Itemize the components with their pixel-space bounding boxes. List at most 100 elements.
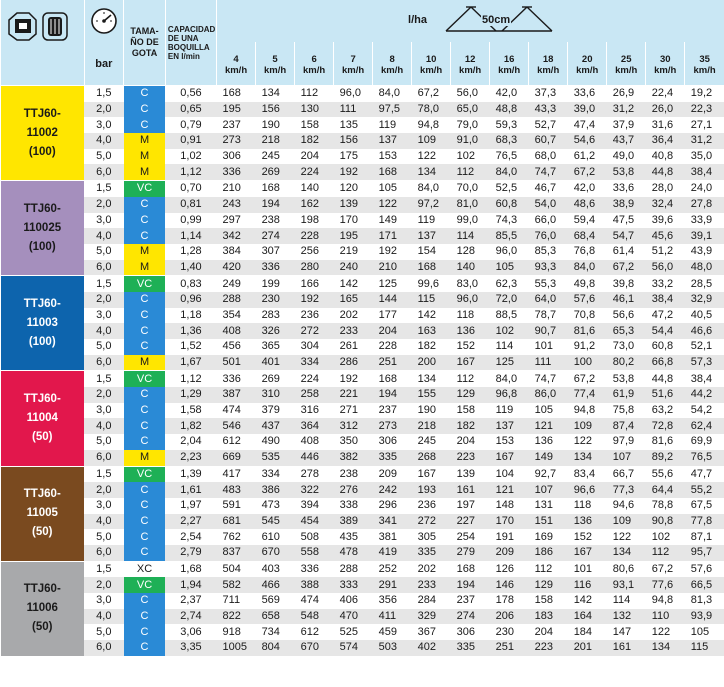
rate-cell: 61,2 xyxy=(573,150,596,163)
nozzle-model-cell: TTJ60- 11005 (50) xyxy=(0,465,84,562)
speed-value: 20 xyxy=(581,54,593,65)
rate-cell: 218 xyxy=(411,418,451,435)
rate-cell: 80,6 xyxy=(606,560,646,578)
rate-cell: 67,2 xyxy=(411,84,451,102)
rate-cell: 171 xyxy=(372,228,412,244)
drop-size-cell: C xyxy=(123,418,166,435)
capacity-cell: 0,79 xyxy=(180,118,202,131)
speed-unit: km/h xyxy=(420,65,443,76)
table-row: 3,0 C 2,37 711 569 474 406 356 284 237 178 158 142 11… xyxy=(1,593,724,609)
speed-header: 25 km/h xyxy=(606,42,646,86)
speed-unit: km/h xyxy=(302,65,326,76)
rate-cell: 158 xyxy=(534,594,554,607)
rate-cell: 329 xyxy=(411,608,451,625)
rate-cell: 85,3 xyxy=(534,245,557,258)
speed-header: 7 km/h xyxy=(333,42,373,86)
rate-cell: 56,0 xyxy=(450,84,490,102)
rate-cell: 77,3 xyxy=(606,482,646,498)
rate-cell: 140 xyxy=(294,180,334,197)
rate-cell: 822 xyxy=(216,608,256,625)
rate-cell: 386 xyxy=(255,482,295,498)
rate-cell: 367 xyxy=(417,625,436,638)
rate-cell: 221 xyxy=(333,387,373,403)
speed-unit: km/h xyxy=(498,65,521,76)
speed-header: 10 km/h xyxy=(411,42,451,86)
rate-cell: 251 xyxy=(372,354,412,371)
rate-cell: 166 xyxy=(294,275,334,292)
rate-cell: 55,6 xyxy=(645,465,685,483)
rate-cell: 258 xyxy=(294,387,334,403)
rate-cell: 192 xyxy=(378,245,397,258)
drop-size-cell: M xyxy=(123,133,166,149)
rate-cell: 66,7 xyxy=(606,465,646,483)
rate-cell: 153 xyxy=(495,435,515,448)
rate-cell: 402 xyxy=(411,640,451,656)
rate-cell: 417 xyxy=(216,465,256,483)
rate-cell: 105 xyxy=(690,625,710,638)
rate-cell: 365 xyxy=(261,340,280,353)
pressure-cell: 5,0 xyxy=(96,340,112,353)
speed-header: 12 km/h xyxy=(450,42,490,86)
rate-cell: 276 xyxy=(333,482,373,498)
rate-cell: 66,8 xyxy=(645,354,685,371)
rate-cell: 94,8 xyxy=(651,594,674,607)
rate-cell: 31,2 xyxy=(684,133,724,149)
rate-cell: 335 xyxy=(372,449,412,466)
rate-cell: 153 xyxy=(378,150,397,163)
drop-size-cell: C xyxy=(123,387,166,403)
capacity-cell: 1,52 xyxy=(180,340,202,353)
nozzle-model-line: (50) xyxy=(32,621,53,634)
table-row: TTJ60- 11003 (100) 1,5 VC 0,83 249 199 166 142 125… xyxy=(0,275,724,371)
drop-size-cell: C xyxy=(123,529,166,545)
rate-cell: 183 xyxy=(528,608,568,625)
rate-cell: 408 xyxy=(300,435,319,448)
rate-cell: 91,0 xyxy=(450,133,490,149)
rate-cell: 658 xyxy=(255,608,295,625)
rate-cell: 228 xyxy=(378,340,397,353)
rate-cell: 1005 xyxy=(216,640,256,656)
capacity-cell: 1,14 xyxy=(165,228,217,244)
capacity-cell: 1,82 xyxy=(165,418,217,435)
rate-cell: 134 xyxy=(645,640,685,656)
rate-cell: 131 xyxy=(534,499,554,512)
rate-cell: 168 xyxy=(372,164,412,181)
rate-cell: 74,7 xyxy=(528,370,568,388)
rate-cell: 137 xyxy=(489,418,529,435)
rate-cell: 610 xyxy=(261,530,280,543)
drop-size-cell: C xyxy=(123,117,166,134)
rate-cell: 114 xyxy=(495,340,514,353)
rate-cell: 67,2 xyxy=(567,370,607,388)
rate-cell: 96,0 xyxy=(495,245,518,258)
pressure-cell: 4,0 xyxy=(84,323,124,339)
rate-cell: 310 xyxy=(255,387,295,403)
rate-cell: 139 xyxy=(333,196,373,213)
pressure-cell: 6,0 xyxy=(84,259,124,276)
rate-cell: 115 xyxy=(411,291,451,308)
drop-size-cell: M xyxy=(123,164,166,181)
rate-cell: 64,4 xyxy=(645,482,685,498)
rate-cell: 296 xyxy=(378,499,397,512)
rate-cell: 56,0 xyxy=(645,259,685,276)
capacity-cell: 2,54 xyxy=(180,530,202,543)
speed-header: 30 km/h xyxy=(645,42,685,86)
rate-cell: 64,0 xyxy=(528,291,568,308)
rate-cell: 307 xyxy=(261,245,280,258)
rate-cell: 456 xyxy=(222,340,241,353)
header-icons-cell xyxy=(0,0,84,86)
rate-cell: 230 xyxy=(255,291,295,308)
rate-cell: 97,9 xyxy=(612,435,635,448)
rate-cell: 114 xyxy=(612,594,631,607)
rate-cell: 70,8 xyxy=(573,308,596,321)
speed-header: 5 km/h xyxy=(255,42,295,86)
pressure-cell: 4,0 xyxy=(84,513,124,530)
capacity-cell: 0,81 xyxy=(165,196,217,213)
rate-cell: 501 xyxy=(216,354,256,371)
rate-cell: 109 xyxy=(606,513,646,530)
rate-cell: 546 xyxy=(216,418,256,435)
pressure-cell: 2,0 xyxy=(84,291,124,308)
rate-cell: 75,8 xyxy=(612,404,635,417)
table-row: 4,0 C 1,14 342 274 228 195 171 137 114 85,5 76,0 68,… xyxy=(1,228,724,244)
rate-cell: 67,5 xyxy=(690,499,713,512)
rate-cell: 406 xyxy=(339,594,358,607)
rate-cell: 49,0 xyxy=(612,150,635,163)
